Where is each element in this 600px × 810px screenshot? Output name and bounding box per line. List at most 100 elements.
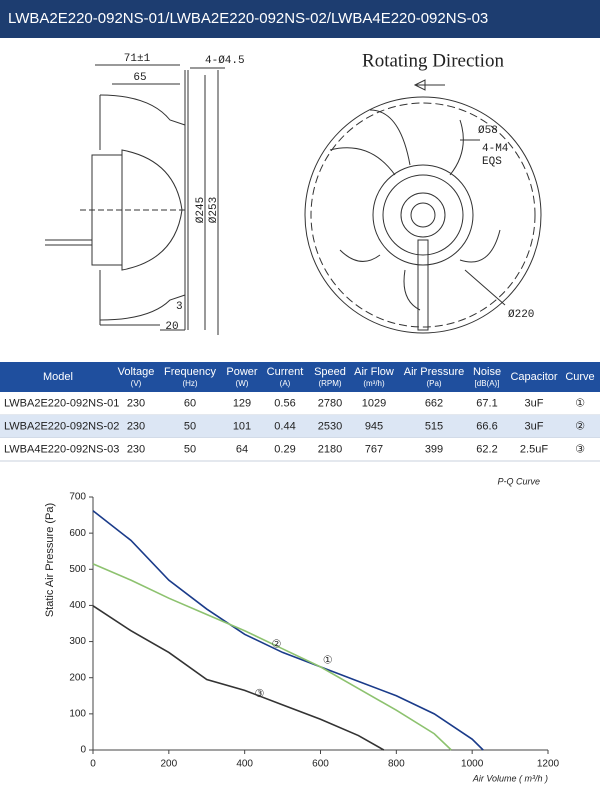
table-header-bg	[0, 362, 600, 392]
header-unit: (RPM)	[318, 379, 341, 388]
table-cell: 515	[425, 420, 443, 432]
curve-label: ①	[323, 655, 333, 667]
dim-label: Ø220	[508, 309, 534, 321]
table-cell: 230	[127, 420, 145, 432]
y-tick-label: 300	[69, 636, 86, 647]
x-tick-label: 1200	[537, 759, 560, 770]
front-title: Rotating Direction	[362, 50, 504, 71]
dim-label: 3	[176, 301, 183, 313]
table-cell: 129	[233, 397, 251, 409]
y-tick-label: 600	[69, 528, 86, 539]
header-cell: Model	[43, 371, 73, 383]
pq-chart: 0 100 200 300 400 500 600 700 0 200 400 600 800 1000 1…	[44, 476, 560, 783]
header-cell: Speed	[314, 366, 346, 378]
table-cell: 662	[425, 397, 443, 409]
table-cell: 62.2	[476, 443, 497, 455]
table-cell: 0.56	[274, 397, 295, 409]
side-view: 71±1 65 4-Ø4.5 Ø245 Ø253 3 20	[45, 53, 245, 335]
dim-label: 71±1	[124, 53, 151, 65]
table-cell: 2.5uF	[520, 443, 548, 455]
table-cell: 767	[365, 443, 383, 455]
header-unit: [dB(A)]	[475, 379, 500, 388]
table-cell: 66.6	[476, 420, 497, 432]
header-cell: Current	[267, 366, 304, 378]
y-tick-label: 500	[69, 564, 86, 575]
header-unit: (m³/h)	[363, 379, 385, 388]
table-cell: 230	[127, 397, 145, 409]
table-cell: 3uF	[525, 397, 544, 409]
table-cell: 50	[184, 443, 196, 455]
x-tick-label: 0	[90, 759, 96, 770]
curve-label: ③	[254, 688, 264, 700]
header-unit: (Pa)	[426, 379, 441, 388]
header-bar	[0, 0, 600, 38]
header-title: LWBA2E220-092NS-01/LWBA2E220-092NS-02/LW…	[8, 10, 488, 27]
table-cell: 50	[184, 420, 196, 432]
table-cell: 230	[127, 443, 145, 455]
dim-label: Ø245	[195, 197, 207, 223]
dim-label: EQS	[482, 156, 502, 168]
header-unit: (Hz)	[182, 379, 197, 388]
header-cell: Frequency	[164, 366, 216, 378]
chart-title: P-Q Curve	[497, 476, 540, 486]
y-axis-title: Static Air Pressure (Pa)	[44, 503, 56, 617]
header-cell: Voltage	[118, 366, 155, 378]
table-row-bg	[0, 415, 600, 438]
table-cell: 1029	[362, 397, 386, 409]
x-axis-title: Air Volume ( m³/h )	[472, 773, 548, 783]
table-cell: 64	[236, 443, 248, 455]
header-unit: (A)	[280, 379, 291, 388]
x-tick-label: 800	[388, 759, 405, 770]
table-cell: 399	[425, 443, 443, 455]
table-cell: 0.44	[274, 420, 295, 432]
y-tick-label: 100	[69, 708, 86, 719]
dim-label: 65	[133, 72, 146, 84]
header-unit: (V)	[131, 379, 142, 388]
x-tick-label: 200	[160, 759, 177, 770]
table-cell: ①	[575, 397, 585, 409]
x-tick-label: 400	[236, 759, 253, 770]
y-tick-label: 200	[69, 672, 86, 683]
y-tick-label: 700	[69, 492, 86, 503]
curve-label: ②	[272, 639, 282, 651]
table-cell: ②	[575, 420, 585, 432]
x-tick-label: 600	[312, 759, 329, 770]
table-cell: LWBA2E220-092NS-01	[4, 397, 119, 409]
table-cell: 2530	[318, 420, 342, 432]
table-cell: 60	[184, 397, 196, 409]
front-view: Rotating Direction Ø58 4-M4 EQS Ø220	[304, 50, 542, 334]
header-cell: Curve	[565, 371, 594, 383]
table-cell: 3uF	[525, 420, 544, 432]
table-cell: 67.1	[476, 397, 497, 409]
table-cell: 0.29	[274, 443, 295, 455]
header-unit: (W)	[236, 379, 249, 388]
dim-label: Ø253	[208, 197, 220, 223]
dim-label: Ø58	[478, 125, 498, 137]
curve	[92, 605, 385, 751]
header-cell: Noise	[473, 366, 501, 378]
y-tick-label: 0	[80, 745, 86, 756]
dim-label: 4-Ø4.5	[205, 55, 245, 67]
table-row-bg	[0, 438, 600, 461]
curve	[92, 563, 452, 751]
curve	[92, 510, 484, 751]
table-cell: LWBA4E220-092NS-03	[4, 443, 119, 455]
spec-table: Model Voltage(V) Frequency(Hz) Power(W) Curr…	[0, 362, 600, 462]
table-cell: 945	[365, 420, 383, 432]
header-cell: Capacitor	[510, 371, 557, 383]
table-row-bg	[0, 392, 600, 415]
table-cell: LWBA2E220-092NS-02	[4, 420, 119, 432]
y-tick-label: 400	[69, 600, 86, 611]
x-tick-label: 1000	[461, 759, 484, 770]
table-cell: 101	[233, 420, 251, 432]
header-cell: Air Pressure	[404, 366, 465, 378]
header-cell: Air Flow	[354, 366, 394, 378]
table-cell: 2180	[318, 443, 342, 455]
table-cell: 2780	[318, 397, 342, 409]
dim-label: 4-M4	[482, 143, 509, 155]
header-cell: Power	[226, 366, 258, 378]
dim-label: 20	[165, 321, 178, 333]
table-cell: ③	[575, 443, 585, 455]
